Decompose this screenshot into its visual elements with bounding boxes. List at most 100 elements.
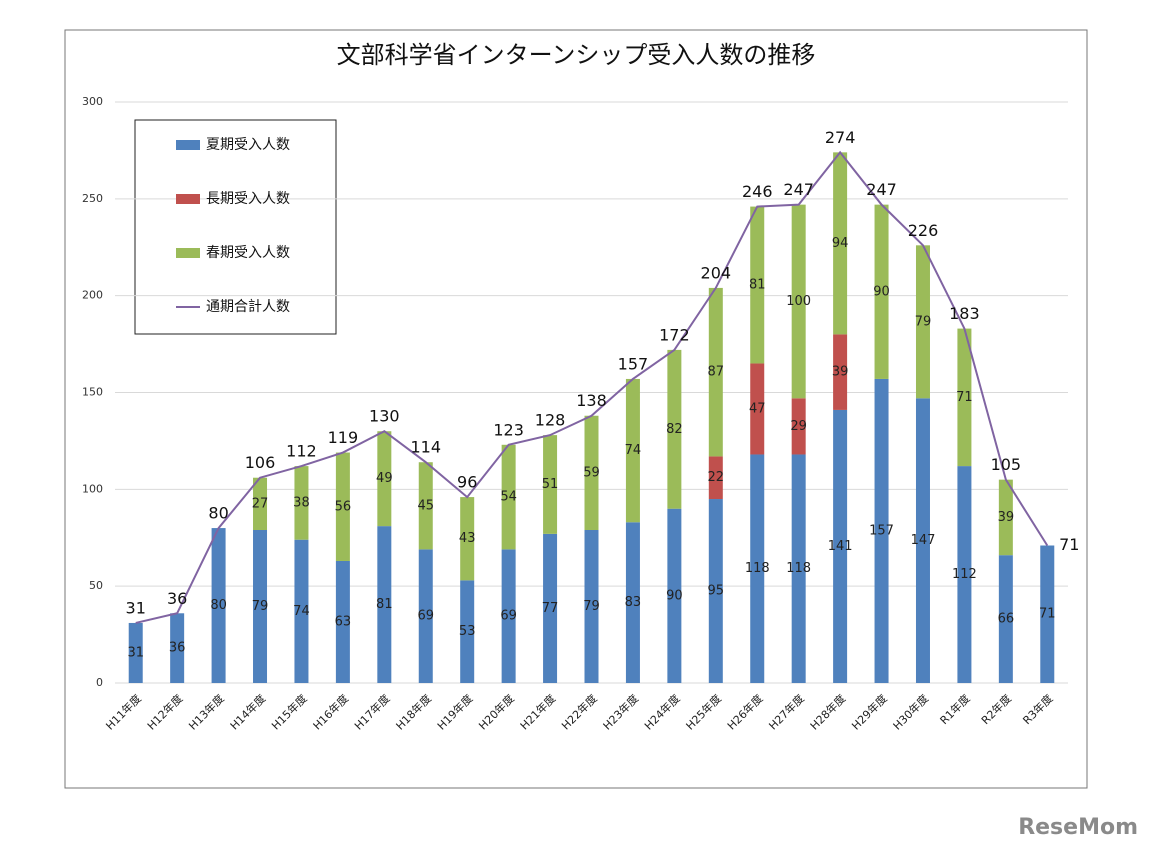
value-label: 147 <box>911 533 936 548</box>
total-label: 128 <box>535 411 566 430</box>
bar <box>584 530 599 683</box>
value-label: 82 <box>666 422 683 437</box>
total-label: 247 <box>783 180 814 199</box>
bar <box>253 530 268 683</box>
value-label: 79 <box>915 314 932 329</box>
value-label: 80 <box>210 598 227 613</box>
value-label: 22 <box>708 470 725 485</box>
bar <box>915 398 930 683</box>
total-label: 80 <box>208 504 228 523</box>
value-label: 90 <box>873 284 890 299</box>
bar <box>543 435 558 534</box>
bar <box>833 334 848 410</box>
value-label: 77 <box>542 601 559 616</box>
total-label: 247 <box>866 180 897 199</box>
y-tick-label: 150 <box>82 386 103 399</box>
legend-swatch <box>176 194 200 204</box>
value-label: 69 <box>417 609 434 624</box>
chart-title: 文部科学省インターンシップ受入人数の推移 <box>337 41 816 69</box>
total-label: 106 <box>245 453 276 472</box>
value-label: 118 <box>786 561 811 576</box>
total-label: 36 <box>167 589 187 608</box>
value-label: 47 <box>749 401 766 416</box>
bar <box>1040 545 1055 683</box>
total-label: 274 <box>825 128 856 147</box>
legend-label: 長期受入人数 <box>206 191 290 207</box>
total-label: 114 <box>410 438 441 457</box>
value-label: 94 <box>832 236 849 251</box>
legend-label: 春期受入人数 <box>206 245 290 261</box>
total-label: 112 <box>286 442 317 461</box>
bar <box>211 528 226 683</box>
bar <box>501 549 516 683</box>
total-label: 204 <box>701 263 732 282</box>
value-label: 79 <box>583 599 600 614</box>
y-tick-label: 250 <box>82 192 103 205</box>
value-label: 141 <box>828 539 853 554</box>
legend-box <box>134 119 337 335</box>
bar <box>377 431 392 527</box>
y-tick-label: 100 <box>82 482 103 495</box>
bar <box>667 508 682 683</box>
total-label: 172 <box>659 325 690 344</box>
bar <box>460 497 475 581</box>
value-label: 31 <box>127 645 144 660</box>
value-label: 95 <box>708 584 725 599</box>
bar <box>708 499 723 683</box>
total-label: 183 <box>949 304 980 323</box>
value-label: 36 <box>169 641 186 656</box>
total-label: 71 <box>1059 535 1079 554</box>
bar <box>335 560 350 683</box>
value-label: 39 <box>832 365 849 380</box>
bar <box>460 580 475 683</box>
value-label: 100 <box>786 294 811 309</box>
bar <box>170 613 185 683</box>
value-label: 66 <box>998 612 1015 627</box>
value-label: 71 <box>956 390 973 405</box>
bar <box>708 456 723 500</box>
y-tick-label: 200 <box>82 289 103 302</box>
bar <box>998 555 1013 683</box>
bar <box>294 539 309 683</box>
value-label: 81 <box>749 278 766 293</box>
bar <box>833 152 848 335</box>
value-label: 51 <box>542 477 559 492</box>
y-tick-label: 300 <box>82 95 103 108</box>
bar <box>418 549 433 683</box>
bar <box>335 452 350 561</box>
total-label: 226 <box>908 221 939 240</box>
bar <box>253 477 268 531</box>
value-label: 83 <box>625 595 642 610</box>
bar <box>915 245 930 399</box>
value-label: 54 <box>500 490 517 505</box>
legend-label: 夏期受入人数 <box>206 137 290 153</box>
total-label: 119 <box>328 428 359 447</box>
value-label: 53 <box>459 624 476 639</box>
total-label: 130 <box>369 407 400 426</box>
value-label: 38 <box>293 495 310 510</box>
total-label: 123 <box>493 420 524 439</box>
total-label: 138 <box>576 391 607 410</box>
line <box>135 150 1049 624</box>
value-label: 45 <box>417 498 434 513</box>
total-label: 105 <box>991 455 1022 474</box>
bar <box>294 466 309 540</box>
value-label: 49 <box>376 471 393 486</box>
value-label: 69 <box>500 609 517 624</box>
value-label: 74 <box>625 443 642 458</box>
bar <box>874 378 889 683</box>
bar <box>543 533 558 683</box>
y-tick-label: 0 <box>96 676 103 689</box>
bar <box>377 526 392 683</box>
total-label: 246 <box>742 182 773 201</box>
value-label: 59 <box>583 465 600 480</box>
bar <box>501 444 516 550</box>
total-label: 31 <box>126 598 146 617</box>
value-label: 71 <box>1039 607 1056 622</box>
value-label: 43 <box>459 531 476 546</box>
value-label: 87 <box>708 365 725 380</box>
value-label: 29 <box>790 419 807 434</box>
bar <box>625 378 640 523</box>
y-tick-label: 50 <box>89 579 103 592</box>
